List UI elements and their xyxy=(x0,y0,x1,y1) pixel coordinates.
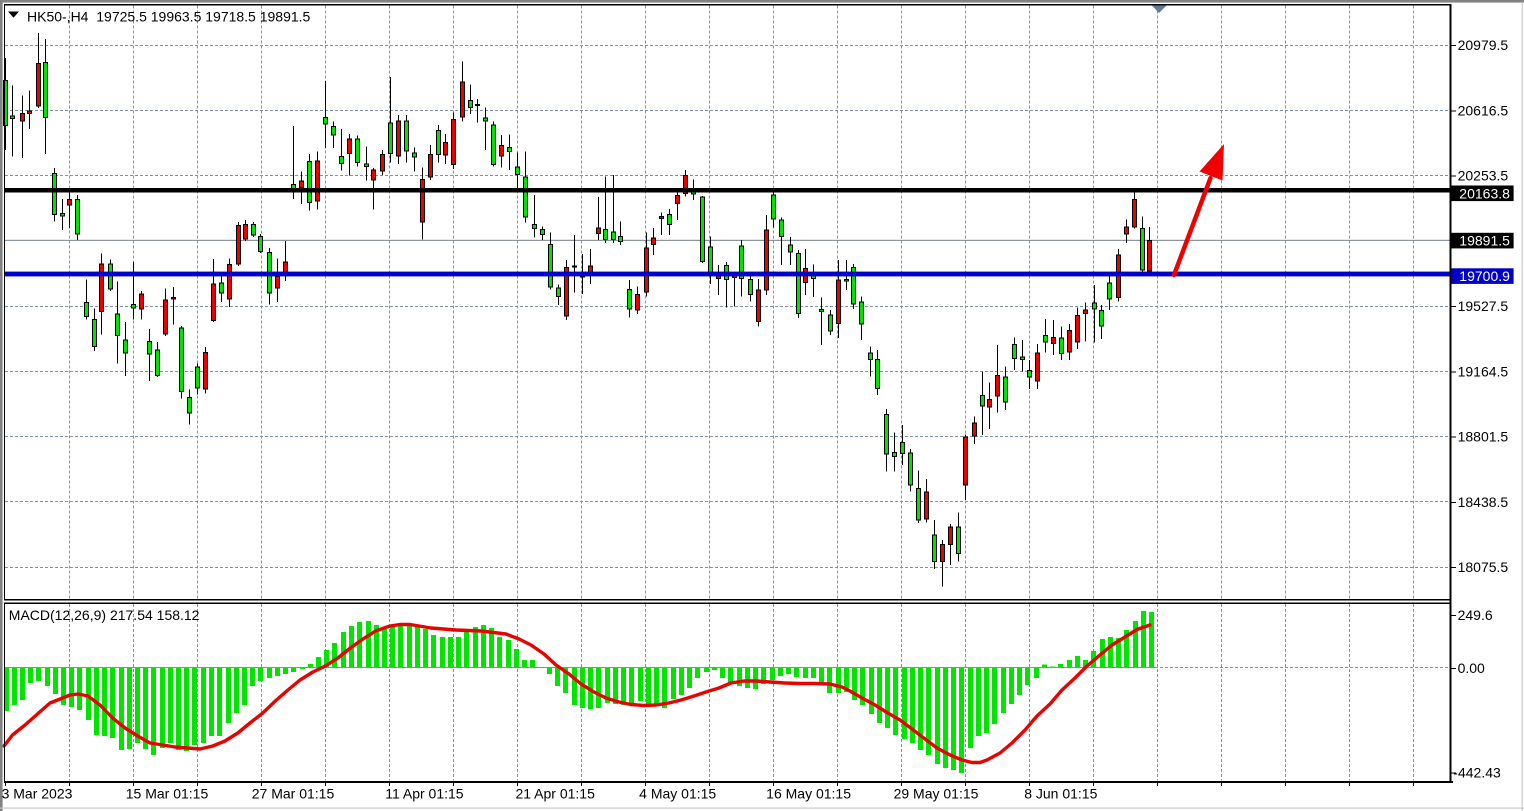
svg-text:8 Jun 01:15: 8 Jun 01:15 xyxy=(1024,785,1097,801)
svg-text:27 Mar 01:15: 27 Mar 01:15 xyxy=(252,785,335,801)
svg-text:29 May 01:15: 29 May 01:15 xyxy=(894,785,979,801)
svg-text:19527.5: 19527.5 xyxy=(1458,298,1509,314)
svg-text:20253.5: 20253.5 xyxy=(1458,168,1509,184)
svg-text:20163.8: 20163.8 xyxy=(1459,185,1510,201)
svg-text:MACD(12,26,9) 217.54 158.12: MACD(12,26,9) 217.54 158.12 xyxy=(9,607,200,623)
svg-text:11 Apr 01:15: 11 Apr 01:15 xyxy=(385,785,464,801)
svg-text:18801.5: 18801.5 xyxy=(1458,429,1509,445)
svg-text:15 Mar 01:15: 15 Mar 01:15 xyxy=(126,785,209,801)
svg-text:16 May 01:15: 16 May 01:15 xyxy=(766,785,851,801)
svg-text:20616.5: 20616.5 xyxy=(1458,102,1509,118)
svg-text:19164.5: 19164.5 xyxy=(1458,363,1509,379)
svg-text:-442.43: -442.43 xyxy=(1453,764,1501,780)
svg-text:19891.5: 19891.5 xyxy=(1459,233,1510,249)
svg-text:21 Apr 01:15: 21 Apr 01:15 xyxy=(515,785,595,801)
svg-text:249.6: 249.6 xyxy=(1458,607,1493,623)
svg-text:0.00: 0.00 xyxy=(1458,660,1485,676)
svg-text:18438.5: 18438.5 xyxy=(1458,494,1509,510)
svg-text:19700.9: 19700.9 xyxy=(1459,268,1510,284)
svg-text:HK50-,H4 19725.5 19963.5 1971: HK50-,H4 19725.5 19963.5 19718.5 19891.5 xyxy=(27,9,311,25)
svg-text:18075.5: 18075.5 xyxy=(1458,559,1509,575)
svg-text:3 Mar 2023: 3 Mar 2023 xyxy=(2,785,73,801)
svg-text:20979.5: 20979.5 xyxy=(1458,37,1509,53)
svg-text:4 May 01:15: 4 May 01:15 xyxy=(639,785,716,801)
